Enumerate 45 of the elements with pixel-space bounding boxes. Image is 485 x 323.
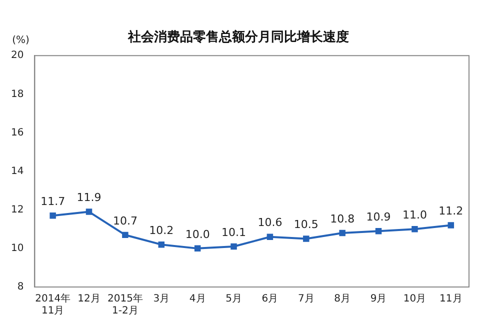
point: [194, 245, 201, 252]
x-tick-label: 5月: [226, 294, 242, 305]
x-tick-label: 9月: [370, 294, 387, 305]
y-tick-label: 16: [10, 127, 24, 138]
data-label: 11.0: [402, 208, 427, 222]
data-label: 10.6: [258, 216, 282, 230]
x-tick-label: 2014年 11月: [35, 292, 71, 317]
point: [122, 232, 128, 238]
x-tick-label: 3月: [153, 294, 170, 305]
point: [230, 243, 237, 250]
x-tick-label: 2015年 1-2月: [107, 292, 143, 317]
x-tick-label: 10月: [403, 294, 426, 305]
data-label: 11.7: [40, 195, 66, 208]
data-label: 10.9: [366, 210, 391, 224]
y-tick-label: 12: [10, 204, 24, 216]
chart-title: 社会消费品零售总额分月同比增长速度: [127, 29, 349, 46]
point: [448, 222, 454, 228]
point: [412, 226, 418, 232]
data-label: 11.2: [438, 204, 464, 218]
point: [303, 236, 310, 242]
point: [375, 228, 382, 234]
data-label: 10.8: [330, 212, 355, 226]
point: [86, 208, 92, 215]
point: [50, 212, 56, 219]
y-tick-label: 20: [10, 50, 24, 62]
y-axis-title: (%): [12, 35, 30, 46]
y-tick-label: 10: [10, 243, 24, 254]
y-tick-label: 14: [10, 166, 24, 177]
data-label: 10.2: [149, 224, 174, 237]
x-tick-label: 7月: [298, 294, 314, 305]
x-tick-label: 4月: [189, 294, 206, 305]
data-label: 10.1: [222, 226, 246, 239]
y-tick-label: 18: [10, 88, 24, 100]
data-label: 11.9: [76, 191, 102, 204]
x-tick-label: 11月: [440, 294, 462, 305]
point: [158, 241, 165, 248]
data-label: 10.7: [112, 214, 138, 228]
data-label: 10.5: [294, 218, 318, 232]
x-tick-label: 12月: [78, 294, 100, 305]
data-label: 10.0: [185, 228, 210, 241]
y-tick-label: 8: [17, 282, 24, 293]
point: [266, 234, 274, 240]
x-tick-label: 6月: [262, 294, 278, 305]
x-tick-label: 8月: [334, 294, 351, 305]
point: [339, 230, 346, 236]
